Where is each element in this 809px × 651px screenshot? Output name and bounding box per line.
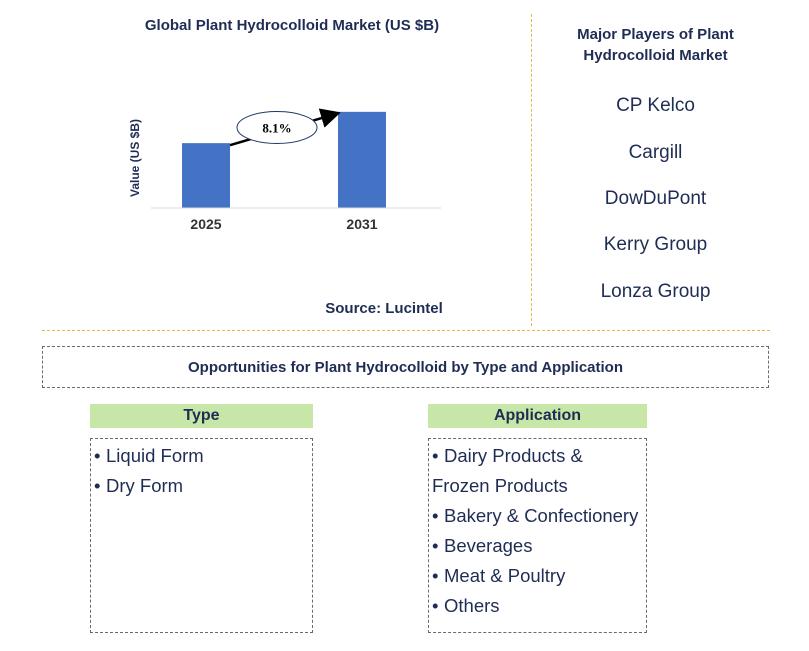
source-note: Source: Lucintel: [325, 300, 443, 317]
bar-2031: [338, 111, 386, 208]
type-item: • Liquid Form: [94, 445, 204, 466]
bar-2025: [182, 143, 230, 208]
vertical-divider: [531, 14, 532, 326]
player-item: Cargill: [628, 142, 683, 163]
bar-chart: Value (US $B) 2025 2031 8.1%: [128, 108, 441, 232]
application-item: • Dairy Products &: [432, 445, 583, 466]
type-box: • Liquid Form • Dry Form: [90, 438, 313, 633]
player-item: CP Kelco: [616, 95, 695, 116]
application-header: Application: [428, 404, 647, 428]
y-axis-label: Value (US $B): [128, 119, 142, 197]
x-tick-label: 2025: [190, 216, 221, 232]
cagr-ellipse: [236, 110, 318, 144]
application-item-continuation: Frozen Products: [432, 475, 568, 496]
x-tick-label: 2031: [346, 216, 377, 232]
player-item: Lonza Group: [600, 281, 711, 302]
application-item: • Beverages: [432, 535, 533, 556]
type-header: Type: [90, 404, 313, 428]
opportunities-title: Opportunities for Plant Hydrocolloid by …: [187, 358, 623, 376]
player-item: Kerry Group: [603, 234, 708, 255]
application-box: • Dairy Products & Frozen Products • Baker…: [428, 438, 647, 633]
application-item: • Others: [432, 595, 500, 616]
application-item: • Bakery & Confectionery: [432, 505, 639, 526]
cagr-label: 8.1%: [262, 120, 291, 135]
application-item: • Meat & Poultry: [432, 565, 566, 586]
horizontal-divider: [42, 330, 770, 331]
opportunities-title-box: Opportunities for Plant Hydrocolloid by …: [42, 346, 769, 388]
player-item: DowDuPont: [604, 188, 707, 209]
players-title: Major Players of Plant Hydrocolloid Mark…: [577, 26, 734, 64]
chart-title: Global Plant Hydrocolloid Market (US $B): [144, 17, 440, 34]
type-item: • Dry Form: [94, 475, 184, 496]
